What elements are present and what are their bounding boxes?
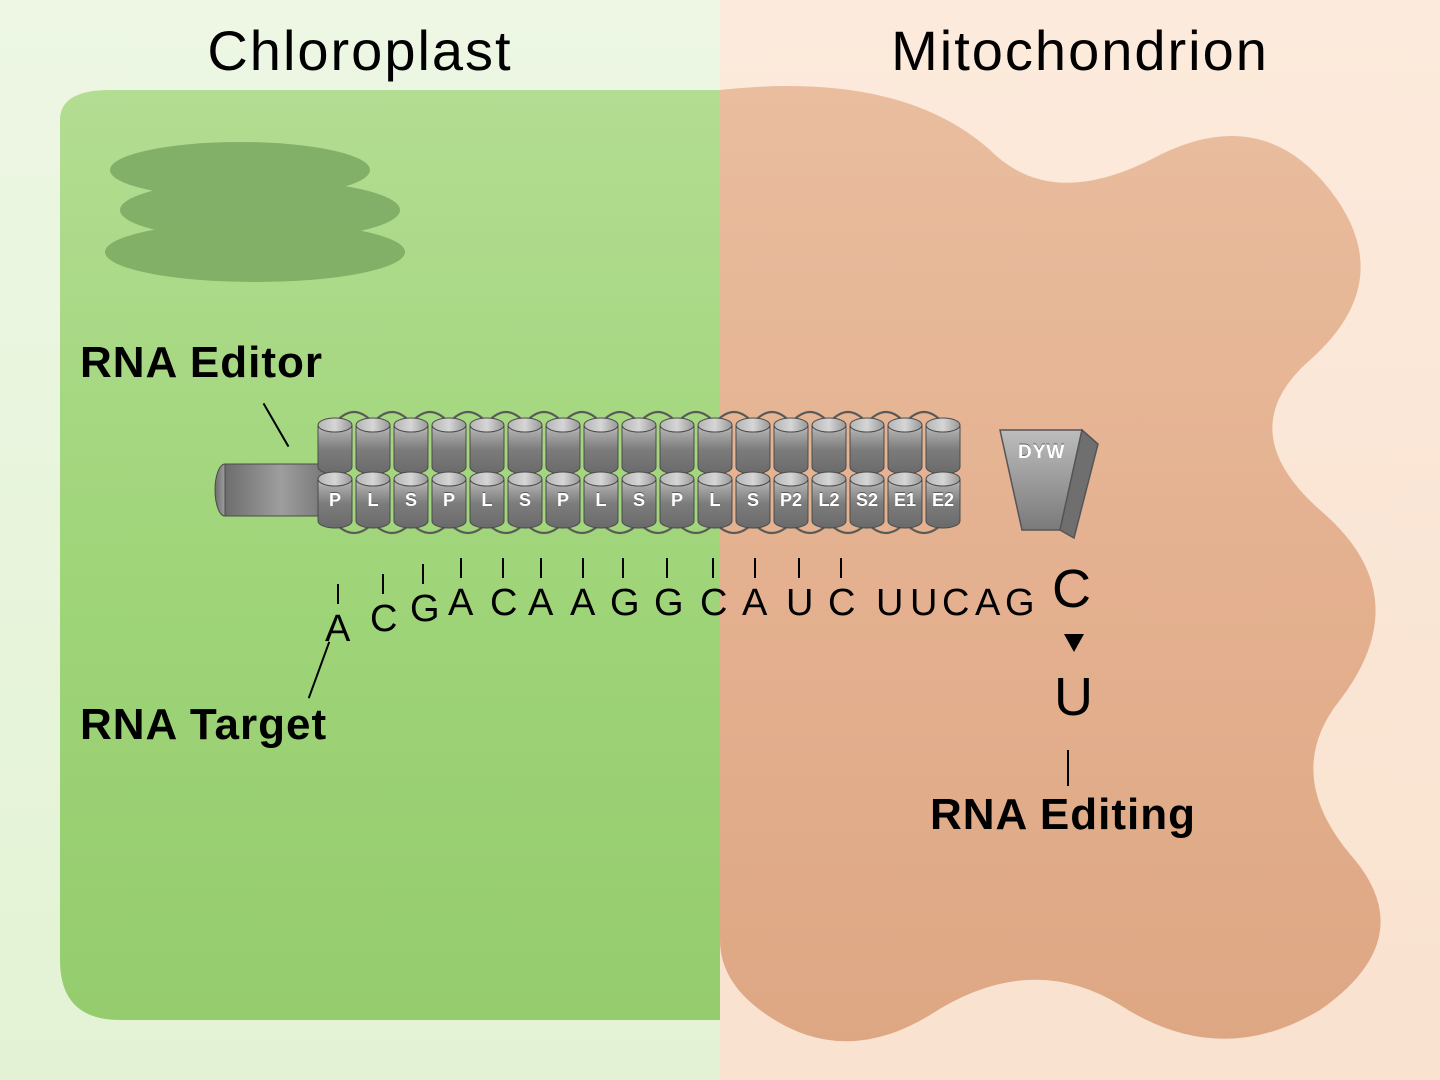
ppr-module-label: P2 xyxy=(773,490,809,511)
ppr-module-label: L xyxy=(583,490,619,511)
ppr-module-label: S xyxy=(393,490,429,511)
ppr-module-label: E2 xyxy=(925,490,961,511)
rna-base: C xyxy=(942,582,969,625)
rna-base: A xyxy=(570,582,595,625)
rna-tick xyxy=(712,558,714,578)
rna-tick xyxy=(337,584,339,604)
rna-base: U xyxy=(910,582,937,625)
rna-tick xyxy=(622,558,624,578)
rna-base: A xyxy=(448,582,473,625)
ppr-module-label: L xyxy=(697,490,733,511)
rna-base: U xyxy=(786,582,813,625)
rna-base: A xyxy=(325,608,350,651)
rna-base: A xyxy=(528,582,553,625)
dyw-label: DYW xyxy=(1018,442,1065,464)
ppr-module-label: S xyxy=(507,490,543,511)
rna-tick xyxy=(540,558,542,578)
rna-tick xyxy=(798,558,800,578)
ppr-module-label: L2 xyxy=(811,490,847,511)
editing-arrow-icon xyxy=(1054,628,1094,668)
ppr-module-label: L xyxy=(469,490,505,511)
ppr-module-label: S xyxy=(621,490,657,511)
rna-tick xyxy=(502,558,504,578)
rna-tick xyxy=(382,574,384,594)
diagram-stage: Chloroplast Mitochondrion RNA Editor RNA… xyxy=(0,0,1440,1080)
header-chloroplast: Chloroplast xyxy=(0,18,720,83)
label-rna-target: RNA Target xyxy=(80,700,327,750)
header-mitochondrion: Mitochondrion xyxy=(720,18,1440,83)
mitochondrion-inner xyxy=(720,86,1381,1041)
ppr-module-label: S xyxy=(735,490,771,511)
ppr-module-label: P xyxy=(317,490,353,511)
rna-base: A xyxy=(742,582,767,625)
rna-base: C xyxy=(370,598,397,641)
editing-site-C: C xyxy=(1052,558,1091,620)
rna-tick xyxy=(666,558,668,578)
rna-tick xyxy=(460,558,462,578)
rna-tick xyxy=(840,558,842,578)
editing-site-U: U xyxy=(1054,666,1093,728)
rna-base: G xyxy=(610,582,640,625)
rna-base: C xyxy=(490,582,517,625)
ppr-module-label: P xyxy=(659,490,695,511)
ppr-module-label: L xyxy=(355,490,391,511)
rna-tick xyxy=(422,564,424,584)
background-panels xyxy=(0,0,1440,1080)
rna-tick xyxy=(754,558,756,578)
rna-base: C xyxy=(828,582,855,625)
leader-rna-editing xyxy=(1067,750,1069,786)
rna-base: U xyxy=(876,582,903,625)
label-rna-editor: RNA Editor xyxy=(80,338,323,388)
label-rna-editing: RNA Editing xyxy=(930,790,1196,840)
rna-base: G xyxy=(410,588,440,631)
rna-base: G xyxy=(654,582,684,625)
ppr-module-label: E1 xyxy=(887,490,923,511)
ppr-module-label: P xyxy=(431,490,467,511)
rna-tick xyxy=(582,558,584,578)
rna-base: G xyxy=(1005,582,1035,625)
rna-base: A xyxy=(975,582,1000,625)
ppr-module-label: S2 xyxy=(849,490,885,511)
ppr-module-label: P xyxy=(545,490,581,511)
rna-base: C xyxy=(700,582,727,625)
thylakoid-stack xyxy=(105,142,405,282)
